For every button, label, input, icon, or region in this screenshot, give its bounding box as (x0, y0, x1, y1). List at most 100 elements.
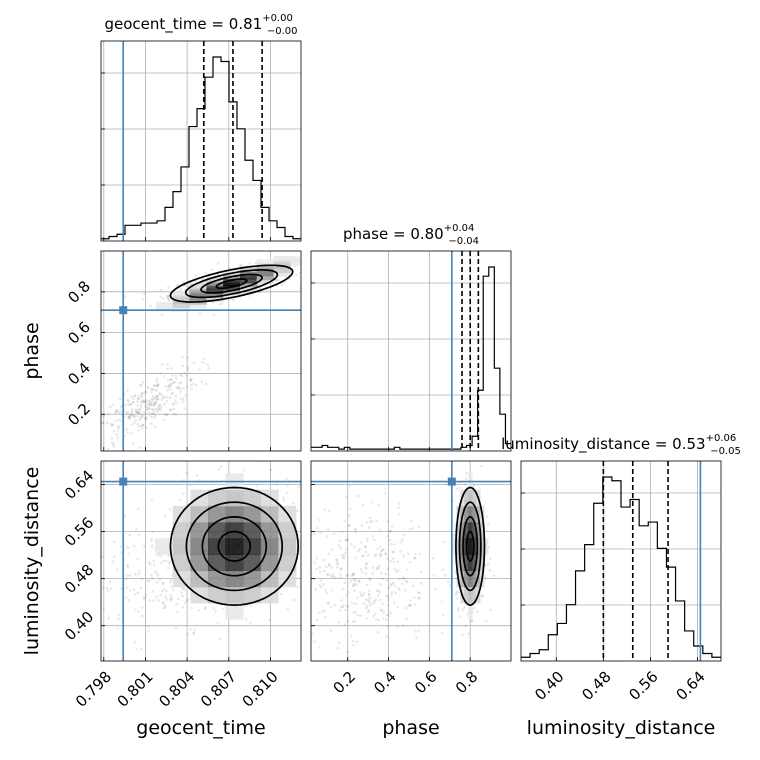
sample-point (307, 589, 310, 592)
sample-point (352, 611, 355, 614)
sample-point (353, 620, 357, 623)
sample-point (411, 584, 415, 588)
sample-point (126, 410, 130, 414)
sample-point (133, 394, 136, 398)
sample-point (186, 366, 190, 369)
sample-point (325, 565, 328, 569)
x-tick-label-geocent_time: 0.798 (72, 668, 115, 711)
sample-point (154, 414, 157, 417)
sample-point (304, 566, 307, 569)
sample-point (149, 539, 153, 543)
sample-point (388, 530, 392, 533)
sample-point (126, 565, 130, 569)
sample-point (150, 576, 154, 580)
sample-point (333, 576, 337, 579)
density-cell (468, 602, 473, 620)
x-tick-label-geocent_time: 0.804 (155, 668, 198, 711)
sample-point (150, 400, 154, 404)
density-cell (223, 292, 241, 299)
sample-point (313, 560, 316, 564)
sample-point (405, 580, 409, 584)
density-cell (239, 281, 258, 288)
sample-point (133, 573, 137, 576)
sample-point (405, 568, 409, 572)
sample-point (95, 596, 98, 599)
density-cell (190, 489, 209, 507)
sample-point (376, 630, 380, 634)
sample-point (143, 400, 147, 404)
sample-point (350, 542, 353, 546)
sample-point (407, 552, 410, 556)
sample-point (481, 595, 484, 598)
sample-point (402, 577, 406, 580)
sample-point (367, 593, 371, 597)
sample-point (138, 411, 141, 415)
density-cell (483, 538, 489, 555)
density-cell (190, 538, 209, 555)
sample-point (156, 573, 160, 577)
sample-point (329, 629, 333, 632)
sample-point (242, 469, 246, 472)
sample-point (166, 388, 169, 392)
sample-point (390, 582, 394, 586)
sample-point (401, 538, 404, 541)
sample-point (413, 596, 416, 599)
sample-point (393, 584, 396, 588)
sample-point (315, 526, 319, 530)
sample-point (377, 618, 381, 622)
sample-point (353, 582, 356, 586)
sample-point (141, 415, 145, 418)
sample-point (335, 559, 339, 563)
sample-point (385, 579, 389, 582)
sample-point (375, 567, 378, 571)
sample-point (470, 619, 473, 622)
sample-point (414, 553, 417, 556)
sample-point (418, 596, 421, 600)
sample-point (361, 593, 364, 597)
sample-point (129, 413, 133, 416)
sample-point (296, 585, 300, 589)
title-median: 0.53 (672, 435, 705, 453)
density-cell (480, 522, 485, 539)
sample-point (382, 548, 385, 551)
sample-point (210, 268, 214, 272)
sample-point (165, 399, 168, 403)
sample-point (393, 567, 397, 571)
sample-point (127, 400, 130, 403)
sample-point (368, 526, 371, 530)
sample-point (453, 523, 457, 527)
sample-point (166, 294, 170, 298)
sample-point (126, 586, 129, 590)
sample-point (170, 382, 174, 385)
sample-point (117, 418, 121, 422)
sample-point (174, 399, 177, 402)
sample-point (146, 579, 149, 583)
sample-point (169, 408, 173, 412)
density-cell (476, 522, 481, 539)
sample-point (323, 609, 326, 612)
sample-point (365, 598, 368, 601)
sample-point (452, 533, 455, 537)
sample-point (145, 416, 148, 420)
sample-point (232, 298, 235, 302)
sample-point (297, 485, 300, 489)
sample-point (376, 594, 380, 597)
sample-point (357, 549, 360, 553)
sample-point (161, 559, 165, 563)
sample-point (342, 587, 345, 591)
density-cell (464, 489, 469, 507)
sample-point (178, 498, 181, 502)
sample-point (339, 573, 342, 576)
sample-point (119, 419, 123, 423)
sample-point (174, 401, 178, 405)
sample-point (432, 573, 436, 577)
sample-point (337, 543, 341, 547)
density-cell (456, 522, 461, 539)
sample-point (156, 383, 160, 387)
sample-point (399, 540, 403, 544)
sample-point (296, 509, 299, 512)
density-cell (206, 276, 224, 283)
sample-point (376, 589, 380, 592)
density-cell (290, 260, 301, 266)
sample-point (365, 606, 369, 610)
